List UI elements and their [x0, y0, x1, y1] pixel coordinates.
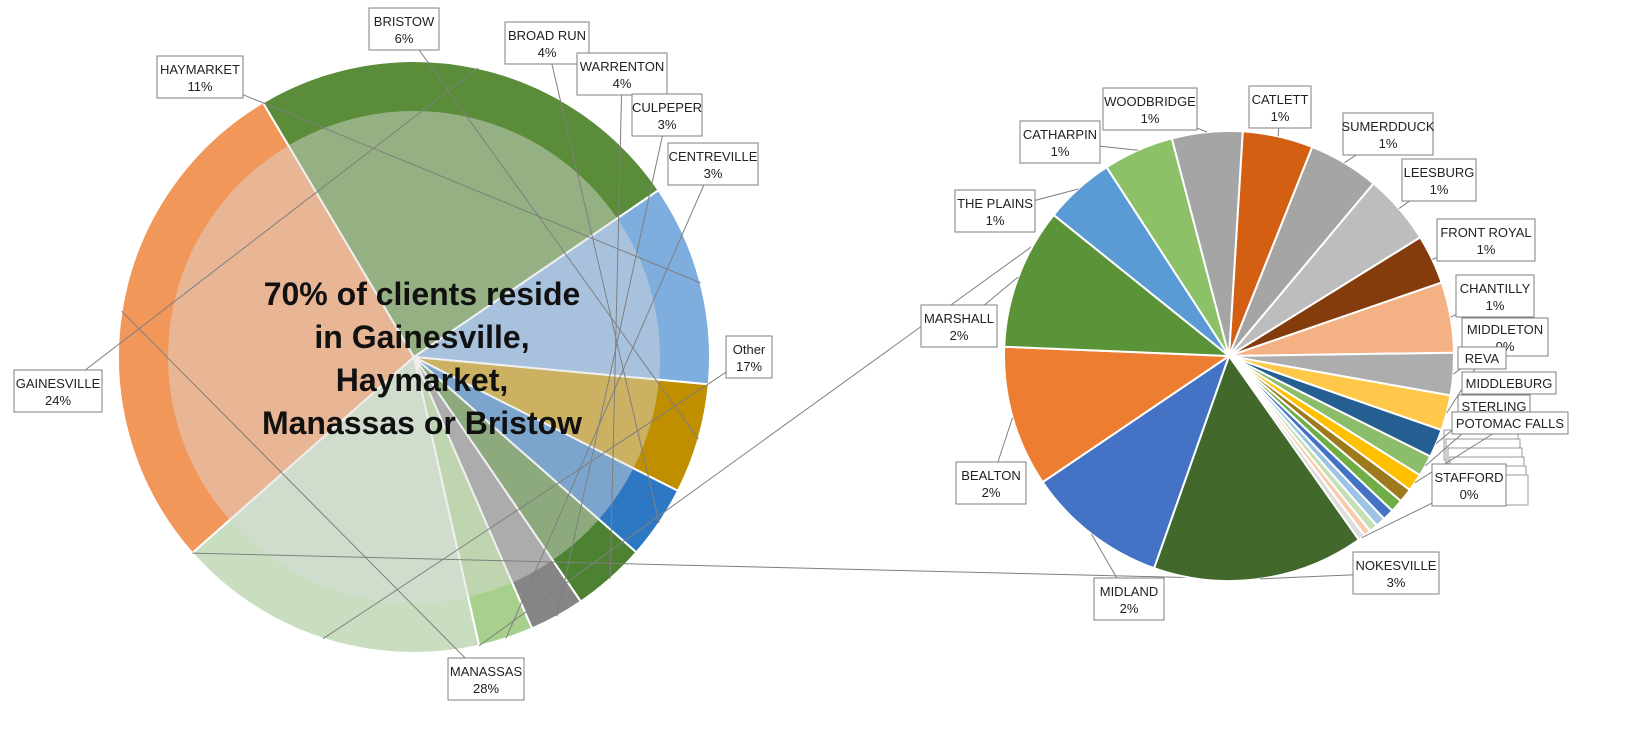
- label-value: 4%: [538, 45, 557, 60]
- center-highlight: [168, 111, 660, 603]
- label-name: LEESBURG: [1404, 165, 1475, 180]
- label-middleburg: MIDDLEBURG: [1435, 371, 1557, 444]
- inner-highlight-disc: [168, 111, 660, 603]
- label-centreville: CENTREVILLE 3%: [505, 142, 759, 639]
- label-value: 6%: [395, 31, 414, 46]
- label-value: 4%: [613, 76, 632, 91]
- label-name: CATHARPIN: [1023, 127, 1097, 142]
- label-name: WARRENTON: [580, 59, 665, 74]
- label-haymarket: HAYMARKET 11%: [156, 55, 701, 284]
- label-name: STERLING: [1461, 399, 1526, 414]
- label-potomac-falls: POTOMAC FALLS: [1414, 411, 1569, 484]
- label-stafford: STAFFORD 0%: [1361, 463, 1507, 539]
- label-name: BROAD RUN: [508, 28, 586, 43]
- center-annotation: 70% of clients reside in Gainesville, Haym…: [262, 276, 582, 441]
- label-leesburg: LEESBURG 1%: [1398, 158, 1477, 209]
- label-value: 1%: [1486, 298, 1505, 313]
- label-bealton: BEALTON 2%: [955, 417, 1027, 505]
- label-name: Other: [733, 342, 766, 357]
- annotation-line: Manassas or Bristow: [262, 405, 582, 441]
- annotation-line: 70% of clients reside: [264, 276, 581, 312]
- label-name: BRISTOW: [374, 14, 435, 29]
- label-name: GAINESVILLE: [16, 376, 101, 391]
- label-chantilly: CHANTILLY 1%: [1450, 274, 1535, 318]
- label-name: CENTREVILLE: [669, 149, 758, 164]
- label-value: 3%: [1387, 575, 1406, 590]
- label-value: 3%: [658, 117, 677, 132]
- label-value: 1%: [1477, 242, 1496, 257]
- label-name: MARSHALL: [924, 311, 994, 326]
- label-value: 2%: [982, 485, 1001, 500]
- label-name: MIDDLEBURG: [1466, 376, 1553, 391]
- other-breakdown-pie: [1003, 130, 1455, 582]
- label-value: 24%: [45, 393, 71, 408]
- label-value: 11%: [187, 79, 212, 94]
- label-value: 1%: [1379, 136, 1398, 151]
- label-manassas: MANASSAS 28%: [121, 310, 525, 701]
- label-woodbridge: WOODBRIDGE 1%: [1102, 87, 1208, 133]
- label-other: Other 17%: [322, 335, 773, 640]
- label-value: 28%: [473, 681, 499, 696]
- label-reva: REVA: [1446, 346, 1507, 414]
- label-name: SUMERDDUCK: [1341, 119, 1435, 134]
- label-name: WOODBRIDGE: [1104, 94, 1196, 109]
- label-sumerdduck: SUMERDDUCK 1%: [1341, 112, 1435, 164]
- label-value: 0%: [1460, 487, 1479, 502]
- label-front-royal: FRONT ROYAL 1%: [1432, 218, 1536, 262]
- label-name: CULPEPER: [632, 100, 702, 115]
- label-the-plains: THE PLAINS 1%: [954, 188, 1079, 233]
- label-broad-run: BROAD RUN 4%: [504, 21, 660, 524]
- label-nokesville: NOKESVILLE 3%: [1259, 551, 1440, 595]
- connector-bottom: [192, 552, 1190, 579]
- label-midland: MIDLAND 2%: [1091, 533, 1165, 621]
- label-name: CHANTILLY: [1460, 281, 1531, 296]
- label-value: 1%: [1271, 109, 1290, 124]
- label-name: MIDDLETON: [1467, 322, 1543, 337]
- annotation-line: Haymarket,: [336, 362, 509, 398]
- label-name: NOKESVILLE: [1356, 558, 1437, 573]
- label-catharpin: CATHARPIN 1%: [1019, 120, 1139, 164]
- label-name: REVA: [1465, 351, 1500, 366]
- label-name: CATLETT: [1252, 92, 1309, 107]
- label-value: 1%: [986, 213, 1005, 228]
- label-name: HAYMARKET: [160, 62, 240, 77]
- label-name: POTOMAC FALLS: [1456, 416, 1564, 431]
- annotation-line: in Gainesville,: [314, 319, 529, 355]
- label-value: 1%: [1141, 111, 1160, 126]
- label-value: 2%: [1120, 601, 1139, 616]
- label-value: 17%: [736, 359, 762, 374]
- label-bristow: BRISTOW 6%: [368, 7, 699, 440]
- label-warrenton: WARRENTON 4%: [576, 52, 668, 579]
- label-marshall: MARSHALL 2%: [920, 276, 1019, 348]
- sub-slice-woodbridge-23: [1170, 130, 1244, 357]
- label-name: BEALTON: [961, 468, 1020, 483]
- label-name: MANASSAS: [450, 664, 523, 679]
- label-name: THE PLAINS: [957, 196, 1033, 211]
- data-labels: MANASSAS 28% GAINESVILLE 24% HAYMARKET 11% BRI…: [13, 7, 1569, 701]
- label-value: 1%: [1051, 144, 1070, 159]
- label-value: 3%: [704, 166, 723, 181]
- label-gainesville: GAINESVILLE 24%: [13, 67, 479, 413]
- label-name: STAFFORD: [1434, 470, 1503, 485]
- label-value: 2%: [950, 328, 969, 343]
- sub-slice-bealton-19: [1003, 345, 1233, 484]
- label-name: MIDLAND: [1100, 584, 1159, 599]
- label-culpeper: CULPEPER 3%: [556, 93, 703, 617]
- label-middleton: MIDDLETON0%: [1452, 317, 1549, 375]
- label-name: FRONT ROYAL: [1440, 225, 1531, 240]
- label-catlett: CATLETT 1%: [1248, 85, 1312, 137]
- main-pie: [117, 60, 711, 654]
- label-value: 1%: [1430, 182, 1449, 197]
